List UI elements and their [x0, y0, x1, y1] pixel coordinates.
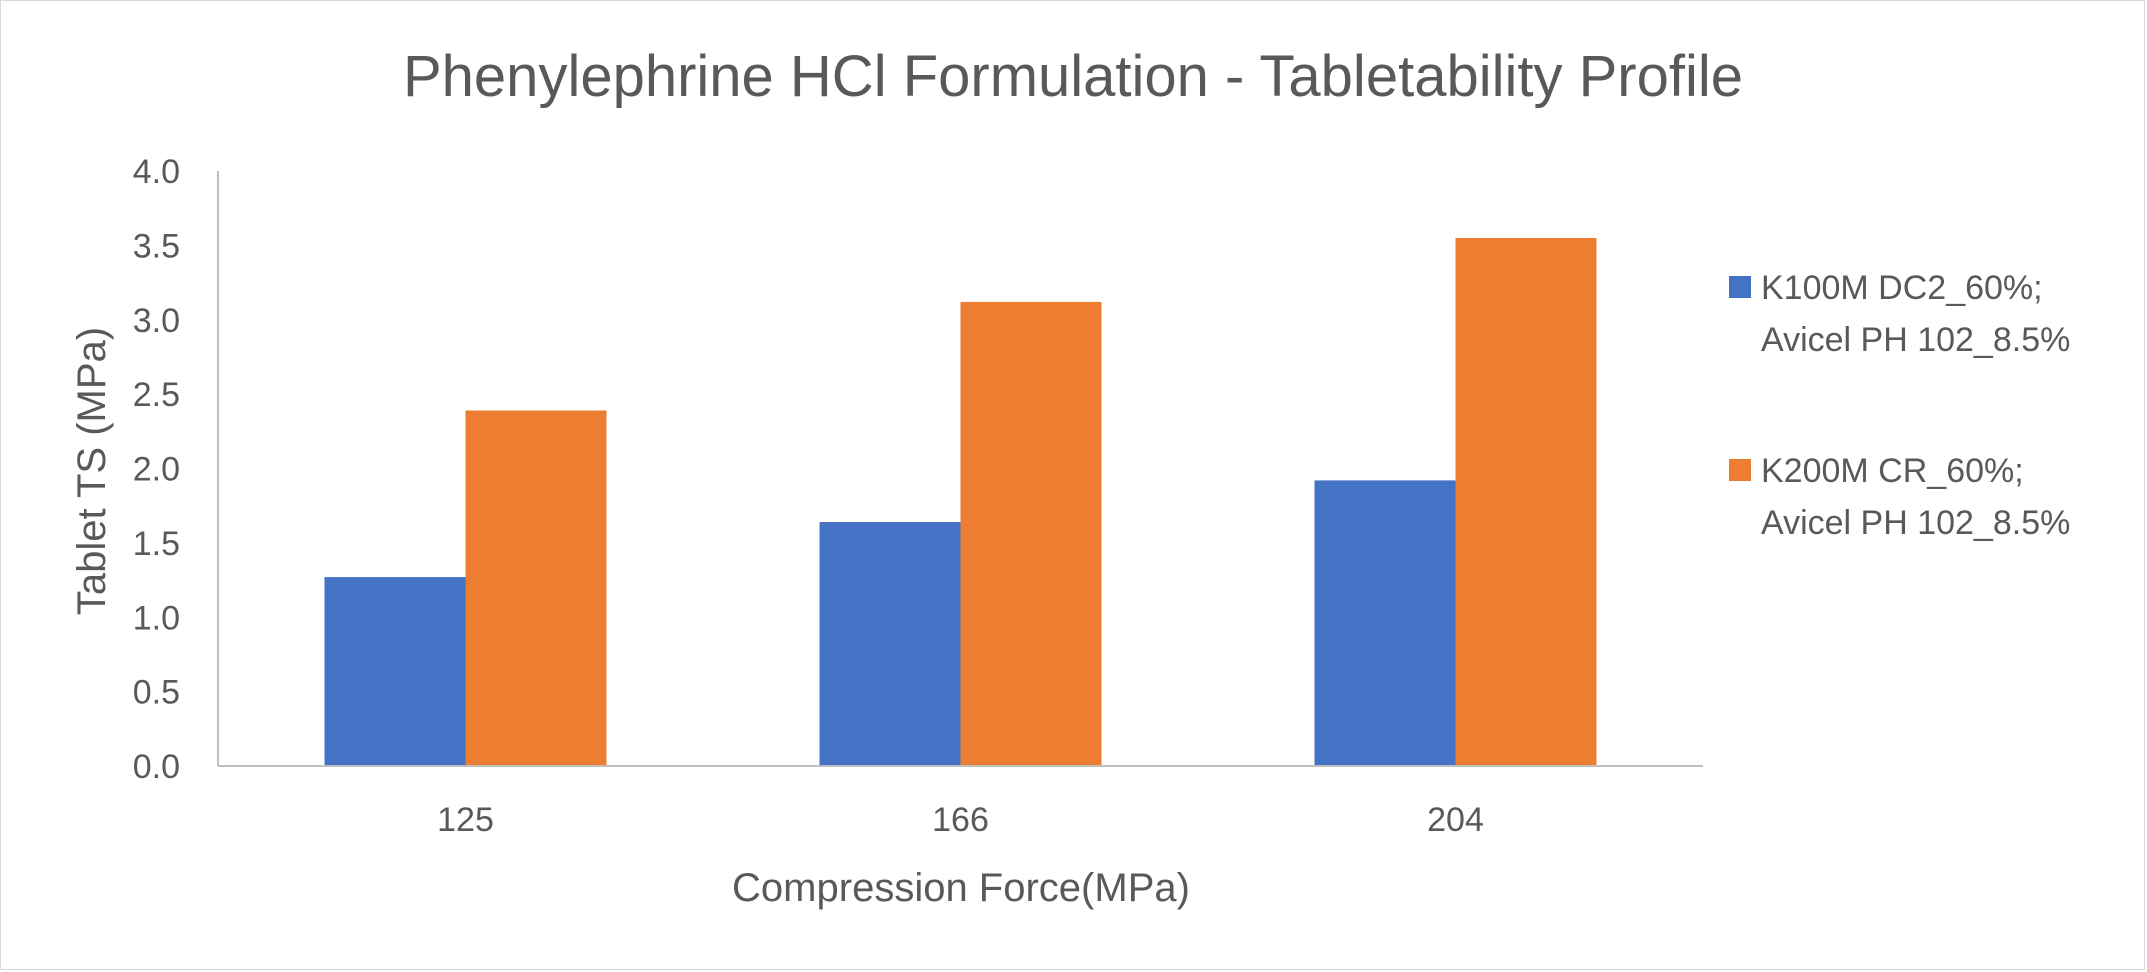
y-tick-label: 3.0 [133, 302, 180, 340]
legend-swatch-series-1 [1729, 276, 1751, 298]
bar-series-2-204 [1455, 237, 1597, 766]
legend-label-series-1: K100M DC2_60%; [1761, 269, 2043, 307]
y-tick-label: 3.5 [133, 227, 180, 265]
bar-series-1-125 [324, 577, 466, 766]
legend-swatch-series-2 [1729, 459, 1751, 481]
plot-area: 0.0 0.5 1.0 1.5 2.0 2.5 3.0 3.5 4.0 125 166 204 [133, 153, 1703, 839]
chart-title: Phenylephrine HCl Formulation - Tabletab… [403, 44, 1743, 109]
y-tick-label: 0.5 [133, 674, 180, 712]
bar-series-2-166 [960, 301, 1102, 766]
x-tick-label: 166 [932, 801, 989, 839]
legend-label-series-1: Avicel PH 102_8.5% [1761, 321, 2070, 359]
x-tick-label: 204 [1427, 801, 1484, 839]
bar-series-1-204 [1314, 480, 1456, 766]
y-tick-label: 1.0 [133, 599, 180, 637]
y-axis-title: Tablet TS (MPa) [70, 327, 114, 615]
legend-label-series-2: K200M CR_60%; [1761, 452, 2024, 490]
bar-series-1-166 [819, 522, 961, 766]
y-tick-label: 2.0 [133, 451, 180, 489]
x-axis-title: Compression Force(MPa) [732, 866, 1190, 910]
x-tick-label: 125 [437, 801, 494, 839]
bar-series-2-125 [465, 410, 607, 766]
y-tick-label: 0.0 [133, 748, 180, 786]
y-tick-label: 1.5 [133, 525, 180, 563]
y-tick-label: 4.0 [133, 153, 180, 191]
legend-label-series-2: Avicel PH 102_8.5% [1761, 504, 2070, 542]
legend: K100M DC2_60%; Avicel PH 102_8.5% K200M CR… [1729, 269, 2070, 542]
y-tick-label: 2.5 [133, 376, 180, 414]
